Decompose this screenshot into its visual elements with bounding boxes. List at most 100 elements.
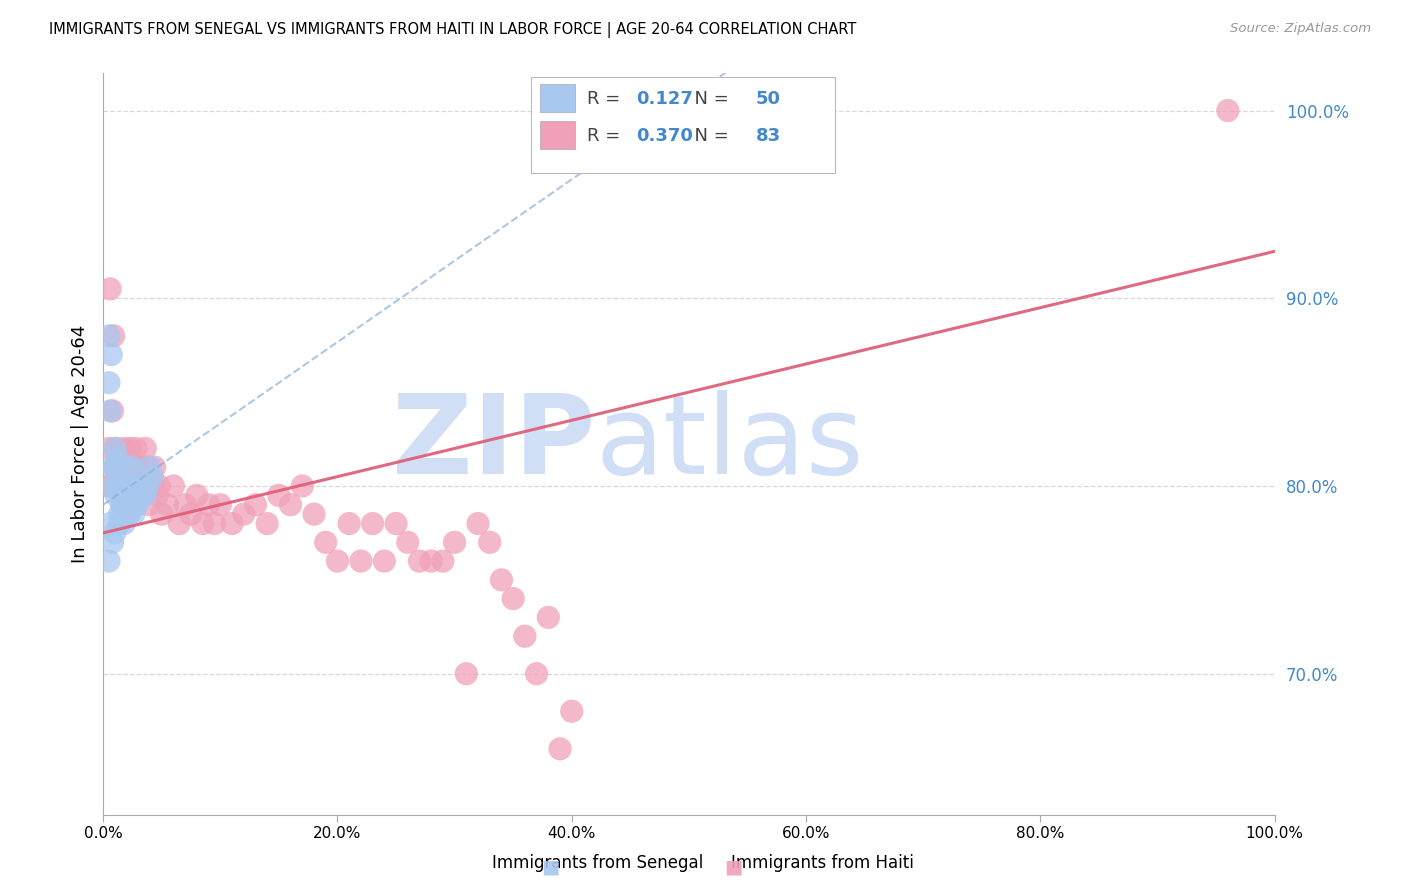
Point: [127, 479, 149, 493]
Point: [111, 498, 134, 512]
Point: [112, 479, 135, 493]
Point: [100, 348, 122, 362]
Point: [221, 516, 243, 531]
Point: [105, 450, 128, 465]
Point: [146, 488, 169, 502]
Point: [128, 479, 150, 493]
Point: [112, 442, 135, 456]
Point: [174, 498, 197, 512]
Text: ■: ■: [541, 857, 560, 877]
Point: [112, 507, 135, 521]
Point: [108, 507, 131, 521]
Point: [291, 479, 314, 493]
Point: [98, 554, 121, 568]
Text: Immigrants from Senegal: Immigrants from Senegal: [492, 855, 703, 872]
Point: [548, 741, 571, 756]
Point: [420, 554, 443, 568]
Text: R =: R =: [586, 90, 626, 108]
Point: [107, 479, 129, 493]
Point: [127, 479, 149, 493]
Point: [98, 282, 121, 296]
Point: [204, 516, 226, 531]
Point: [100, 479, 122, 493]
Point: [138, 498, 160, 512]
Point: [432, 554, 454, 568]
Text: ZIP: ZIP: [392, 390, 595, 497]
Point: [245, 498, 267, 512]
Point: [209, 498, 232, 512]
Point: [134, 442, 156, 456]
Text: Immigrants from Haiti: Immigrants from Haiti: [731, 855, 914, 872]
Point: [129, 488, 152, 502]
Point: [115, 488, 138, 502]
Point: [105, 442, 128, 456]
Text: R =: R =: [586, 127, 626, 145]
Point: [127, 460, 149, 475]
Point: [197, 498, 219, 512]
Point: [337, 516, 360, 531]
Point: [101, 404, 124, 418]
Point: [141, 479, 163, 493]
Point: [98, 328, 121, 343]
Point: [111, 460, 134, 475]
Text: atlas: atlas: [595, 390, 863, 497]
Point: [111, 498, 134, 512]
Point: [118, 479, 141, 493]
Point: [120, 498, 142, 512]
Point: [101, 460, 124, 475]
Point: [98, 376, 121, 390]
Point: [117, 498, 139, 512]
Point: [467, 516, 489, 531]
Point: [112, 479, 135, 493]
Point: [107, 460, 129, 475]
Point: [396, 535, 419, 549]
Point: [118, 507, 141, 521]
Point: [132, 479, 155, 493]
Point: [502, 591, 524, 606]
Point: [120, 479, 142, 493]
FancyBboxPatch shape: [540, 84, 575, 112]
Point: [513, 629, 536, 643]
Point: [156, 498, 179, 512]
Point: [103, 479, 125, 493]
Point: [129, 488, 152, 502]
Point: [124, 479, 146, 493]
Point: [134, 479, 156, 493]
Point: [127, 479, 149, 493]
Point: [127, 498, 149, 512]
Point: [1216, 103, 1239, 118]
Point: [128, 488, 150, 502]
Point: [302, 507, 325, 521]
Point: [491, 573, 513, 587]
Text: 83: 83: [755, 127, 780, 145]
Point: [115, 460, 138, 475]
Point: [98, 442, 121, 456]
Point: [103, 328, 125, 343]
Point: [256, 516, 278, 531]
Point: [136, 479, 159, 493]
Point: [124, 479, 146, 493]
Point: [148, 479, 170, 493]
Point: [267, 488, 290, 502]
Point: [112, 516, 135, 531]
Point: [561, 704, 583, 718]
Point: [108, 516, 131, 531]
Point: [134, 488, 156, 502]
Y-axis label: In Labor Force | Age 20-64: In Labor Force | Age 20-64: [72, 325, 89, 563]
Point: [114, 498, 136, 512]
Point: [104, 460, 127, 475]
FancyBboxPatch shape: [540, 121, 575, 149]
Point: [373, 554, 395, 568]
Point: [115, 479, 138, 493]
Point: [122, 460, 145, 475]
Point: [105, 479, 128, 493]
Text: 0.127: 0.127: [636, 90, 693, 108]
Point: [115, 479, 138, 493]
Text: 0.370: 0.370: [636, 127, 693, 145]
Point: [98, 404, 121, 418]
Point: [118, 507, 141, 521]
Text: ■: ■: [724, 857, 742, 877]
Point: [98, 516, 121, 531]
Point: [478, 535, 501, 549]
Text: Source: ZipAtlas.com: Source: ZipAtlas.com: [1230, 22, 1371, 36]
